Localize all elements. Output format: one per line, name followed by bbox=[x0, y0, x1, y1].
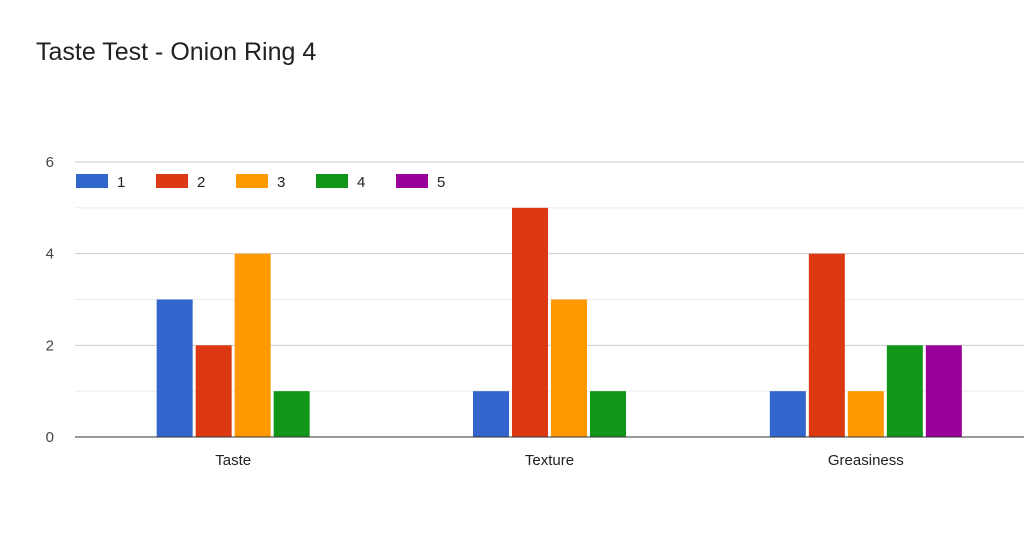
x-category-label: Greasiness bbox=[828, 452, 904, 469]
legend-swatch-1 bbox=[76, 174, 108, 188]
y-tick-label: 6 bbox=[46, 154, 54, 171]
bar-texture-series-3 bbox=[551, 299, 587, 437]
bar-texture-series-4 bbox=[590, 391, 626, 437]
legend-swatch-3 bbox=[236, 174, 268, 188]
gridlines bbox=[75, 161, 1024, 392]
bar-greasiness-series-2 bbox=[808, 253, 845, 437]
legend-label-2: 2 bbox=[197, 174, 205, 191]
bars bbox=[156, 207, 962, 437]
y-tick-label: 2 bbox=[46, 337, 54, 354]
legend-label-1: 1 bbox=[117, 174, 125, 191]
bar-greasiness-series-5 bbox=[925, 345, 962, 437]
bar-texture-series-1 bbox=[473, 391, 509, 437]
bar-taste-series-3 bbox=[234, 253, 271, 437]
y-axis-ticks: 0 2 4 6 bbox=[46, 154, 54, 446]
bar-greasiness-series-3 bbox=[847, 391, 884, 437]
legend-swatch-2 bbox=[156, 174, 188, 188]
x-category-label: Taste bbox=[215, 452, 251, 469]
y-tick-label: 0 bbox=[46, 429, 54, 446]
bar-taste-series-1 bbox=[156, 299, 193, 437]
y-tick-label: 4 bbox=[46, 246, 54, 263]
legend-label-4: 4 bbox=[357, 174, 365, 191]
x-category-label: Texture bbox=[525, 452, 574, 469]
legend: 1 2 3 4 5 bbox=[76, 174, 445, 191]
bar-taste-series-2 bbox=[195, 345, 232, 437]
legend-swatch-4 bbox=[316, 174, 348, 188]
legend-swatch-5 bbox=[396, 174, 428, 188]
legend-label-5: 5 bbox=[437, 174, 445, 191]
bar-texture-series-2 bbox=[512, 207, 548, 437]
legend-label-3: 3 bbox=[277, 174, 285, 191]
bar-taste-series-4 bbox=[273, 391, 310, 437]
x-axis-labels: Taste Texture Greasiness bbox=[215, 452, 904, 469]
chart-title: Taste Test - Onion Ring 4 bbox=[36, 38, 317, 66]
bar-greasiness-series-1 bbox=[769, 391, 806, 437]
bar-greasiness-series-4 bbox=[886, 345, 923, 437]
